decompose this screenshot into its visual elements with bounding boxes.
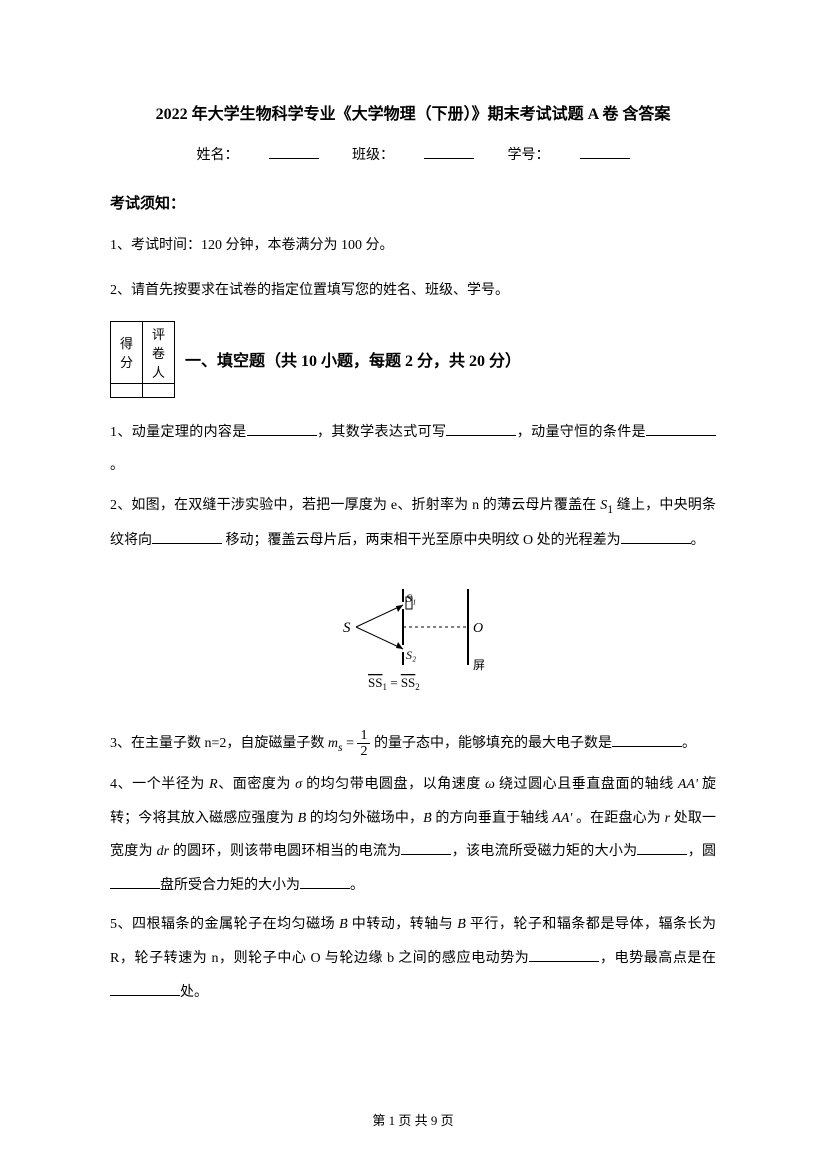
- diagram-o-label: O: [473, 621, 483, 636]
- q1-blank-2[interactable]: [446, 422, 516, 436]
- q5-t5: 处。: [180, 985, 208, 1000]
- q3-blank-1[interactable]: [612, 733, 682, 747]
- q4-t7: 的方向垂直于轴线: [432, 811, 553, 826]
- q4-omega: ω: [485, 777, 495, 792]
- question-1: 1、动量定理的内容是 ，其数学表达式可写 ，动量守恒的条件是。: [110, 416, 716, 483]
- q5-B: B: [339, 917, 348, 932]
- q4-t4: 绕过圆心且垂直盘面的轴线: [495, 777, 678, 792]
- q4-t6: 的均匀外磁场中，: [306, 811, 423, 826]
- score-cell[interactable]: [111, 383, 143, 397]
- q3-num: 1: [357, 728, 370, 744]
- q1-blank-3[interactable]: [646, 422, 716, 436]
- q4-AA2: AA': [552, 811, 572, 826]
- q3-eq: =: [343, 736, 358, 751]
- q4-R: R: [209, 777, 218, 792]
- q5-t1: 5、四根辐条的金属轮子在均匀磁场: [110, 917, 339, 932]
- question-4: 4、一个半径为 R、面密度为 σ 的均匀带电圆盘，以角速度 ω 绕过圆心且垂直盘…: [110, 768, 716, 902]
- q4-blank-2[interactable]: [637, 841, 687, 855]
- q1-text-4: 。: [110, 458, 124, 473]
- question-5: 5、四根辐条的金属轮子在均匀磁场 B 中转动，转轴与 B 平行，轮子和辐条都是导…: [110, 908, 716, 1009]
- q2-text-3: 移动；覆盖云母片后，两束相干光至原中央明纹 O 处的光程差为: [222, 533, 621, 548]
- name-label: 姓名：: [197, 148, 239, 163]
- instruction-1: 1、考试时间：120 分钟，本卷满分为 100 分。: [110, 231, 716, 262]
- q4-t2: 、面密度为: [218, 777, 295, 792]
- q3-text-3: 。: [682, 736, 696, 751]
- q2-text-4: 。: [691, 533, 705, 548]
- student-info: 姓名： 班级： 学号：: [110, 144, 716, 164]
- exam-notice-header: 考试须知：: [110, 192, 716, 213]
- q4-B: B: [298, 811, 307, 826]
- arrow-2: [396, 642, 403, 649]
- q4-AA: AA': [678, 777, 698, 792]
- diagram-ray-2: [356, 627, 403, 649]
- diagram-ray-1: [356, 605, 403, 627]
- diagram-svg: S S₁ S₂ O 屏 SS1 = SS2: [318, 577, 508, 697]
- score-table: 得分 评卷人: [110, 321, 175, 398]
- page-footer: 第 1 页 共 9 页: [0, 1110, 826, 1129]
- question-2: 2、如图，在双缝干涉实验中，若把一厚度为 e、折射率为 n 的薄云母片覆盖在 S…: [110, 489, 716, 557]
- q3-ms: m: [328, 736, 338, 751]
- q4-dr: dr: [157, 844, 169, 859]
- q4-blank-1[interactable]: [401, 841, 451, 855]
- diagram-screen-label: 屏: [473, 658, 485, 672]
- q4-sigma: σ: [295, 777, 302, 792]
- q2-text-1: 2、如图，在双缝干涉实验中，若把一厚度为 e、折射率为 n 的薄云母片覆盖在: [110, 498, 600, 513]
- id-blank[interactable]: [580, 145, 630, 159]
- q4-t3: 的均匀带电圆盘，以角速度: [302, 777, 485, 792]
- q3-text-2: 的量子态中，能够填充的最大电子数是: [370, 736, 612, 751]
- diagram-s2-label: S₂: [406, 648, 416, 662]
- q4-blank-3[interactable]: [110, 875, 160, 889]
- q5-t2: 中转动，转轴与: [348, 917, 458, 932]
- q5-B2: B: [457, 917, 466, 932]
- q4-t13: 盘所受合力矩的大小为: [160, 878, 300, 893]
- q4-B2: B: [423, 811, 432, 826]
- class-blank[interactable]: [424, 145, 474, 159]
- q5-t4: ，电势最高点是在: [599, 951, 716, 966]
- class-label: 班级：: [352, 148, 394, 163]
- score-col-label: 得分: [111, 321, 143, 383]
- double-slit-diagram: S S₁ S₂ O 屏 SS1 = SS2: [110, 577, 716, 702]
- q4-t1: 4、一个半径为: [110, 777, 209, 792]
- section-1-title: 一、填空题（共 10 小题，每题 2 分，共 20 分）: [185, 347, 521, 371]
- q1-blank-1[interactable]: [247, 422, 317, 436]
- q2-blank-2[interactable]: [621, 530, 691, 544]
- q3-den: 2: [357, 744, 370, 759]
- diagram-ss-label: SS1 = SS2: [368, 675, 420, 692]
- q3-text-1: 3、在主量子数 n=2，自旋磁量子数: [110, 736, 328, 751]
- q5-blank-1[interactable]: [529, 948, 599, 962]
- q1-text-2: ，其数学表达式可写: [317, 425, 447, 440]
- grader-col-label: 评卷人: [143, 321, 175, 383]
- q1-text-3: ，动量守恒的条件是: [516, 425, 646, 440]
- id-label: 学号：: [508, 148, 550, 163]
- section-1-header: 得分 评卷人 一、填空题（共 10 小题，每题 2 分，共 20 分）: [110, 321, 716, 398]
- grader-cell[interactable]: [143, 383, 175, 397]
- name-blank[interactable]: [269, 145, 319, 159]
- q4-t11: ，该电流所受磁力矩的大小为: [451, 844, 637, 859]
- q4-t10: 的圆环，则该带电圆环相当的电流为: [169, 844, 401, 859]
- arrow-1: [396, 605, 403, 612]
- instruction-2: 2、请首先按要求在试卷的指定位置填写您的姓名、班级、学号。: [110, 276, 716, 307]
- question-3: 3、在主量子数 n=2，自旋磁量子数 ms = 12 的量子态中，能够填充的最大…: [110, 727, 716, 762]
- q4-blank-4[interactable]: [300, 875, 350, 889]
- exam-title: 2022 年大学生物科学专业《大学物理（下册）》期末考试试题 A 卷 含答案: [110, 100, 716, 124]
- diagram-s-label: S: [343, 620, 351, 636]
- q3-fraction: 12: [357, 728, 370, 760]
- q2-blank-1[interactable]: [152, 530, 222, 544]
- q1-text-1: 1、动量定理的内容是: [110, 425, 247, 440]
- q4-t8: 。在距盘心为: [572, 811, 664, 826]
- diagram-s1-label: S₁: [406, 591, 416, 605]
- q5-blank-2[interactable]: [110, 982, 180, 996]
- q4-t12: ，圆: [687, 844, 716, 859]
- q4-t14: 。: [350, 878, 364, 893]
